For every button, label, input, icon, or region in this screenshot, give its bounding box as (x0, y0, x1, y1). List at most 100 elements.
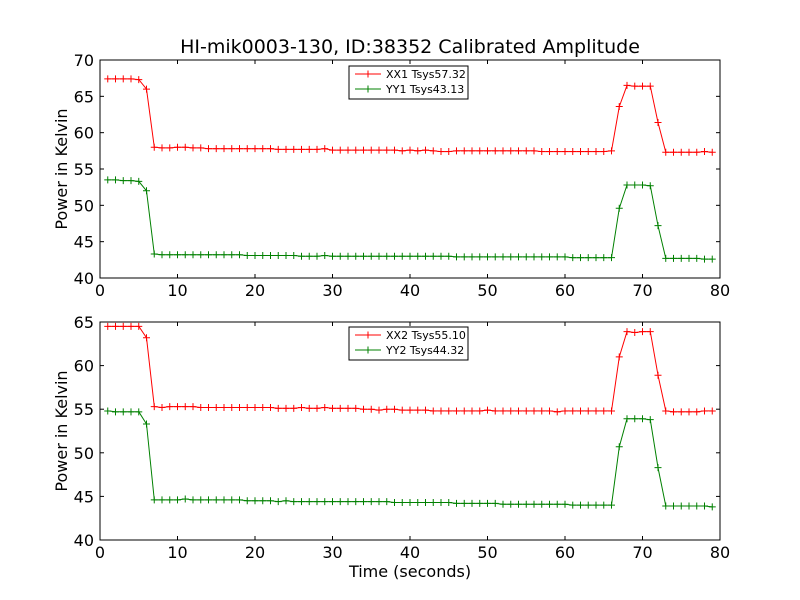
data-point (468, 407, 476, 415)
x-tick-label: 10 (167, 543, 187, 562)
y-tick-label: 50 (74, 196, 94, 215)
data-point (654, 371, 662, 379)
data-point (615, 103, 623, 111)
data-point (708, 503, 716, 511)
legend-marker (364, 70, 372, 78)
data-point (398, 406, 406, 414)
data-point (522, 407, 530, 415)
data-point (561, 148, 569, 156)
y-tick-label: 65 (74, 313, 94, 332)
data-point (212, 145, 220, 153)
data-point (608, 407, 615, 415)
data-point (274, 498, 282, 506)
data-point (437, 252, 445, 260)
data-point (290, 145, 298, 153)
data-point (112, 176, 119, 184)
y-tick-label: 40 (74, 269, 94, 288)
data-point (538, 253, 546, 261)
data-point (158, 496, 166, 504)
top-plot: 0 10 20 30 40 50 60 70 80 40 45 50 55 60 65 70 Power in … (52, 51, 730, 300)
data-point (553, 148, 561, 156)
data-point (336, 146, 344, 154)
data-point (646, 328, 654, 336)
series-line (107, 179, 713, 260)
x-tick-label: 70 (632, 281, 652, 300)
data-point (701, 255, 708, 263)
data-point (631, 82, 639, 90)
data-point (181, 495, 189, 503)
data-point (336, 498, 344, 506)
data-point (329, 404, 336, 412)
data-point (321, 145, 329, 153)
y-tick-label: 60 (74, 357, 94, 376)
data-point (383, 498, 391, 506)
data-point (623, 181, 631, 189)
data-point (259, 403, 267, 411)
data-point (577, 254, 584, 262)
x-tick-label: 80 (710, 281, 730, 300)
data-point (569, 254, 577, 262)
data-point (174, 496, 181, 504)
data-point (484, 499, 491, 507)
x-tick-label: 30 (322, 281, 342, 300)
data-point (453, 407, 460, 415)
data-point (158, 251, 166, 259)
data-point (398, 147, 406, 155)
data-point (677, 148, 685, 156)
data-point (530, 407, 538, 415)
data-point (608, 501, 615, 509)
data-point (468, 253, 476, 261)
data-point (530, 500, 538, 508)
data-point (569, 148, 577, 156)
data-point (274, 145, 282, 153)
data-point (654, 118, 662, 126)
x-tick-label: 30 (322, 543, 342, 562)
data-point (422, 252, 429, 260)
data-point (639, 328, 646, 336)
data-point (422, 406, 429, 414)
y-tick-label: 40 (74, 531, 94, 550)
data-point (414, 252, 422, 260)
data-point (569, 407, 577, 415)
data-point (445, 148, 453, 156)
x-tick-label: 60 (555, 543, 575, 562)
data-point (662, 148, 670, 156)
data-point (615, 443, 623, 451)
data-point (228, 145, 236, 153)
y-tick-label: 45 (74, 487, 94, 506)
data-point (646, 82, 654, 90)
data-point (468, 499, 476, 507)
data-point (360, 146, 367, 154)
data-point (569, 501, 577, 509)
data-point (639, 415, 646, 423)
data-point (577, 407, 584, 415)
data-point (685, 148, 693, 156)
data-point (584, 254, 592, 262)
data-point (375, 252, 383, 260)
legend-marker (364, 85, 372, 93)
data-point (212, 251, 220, 259)
data-point (654, 464, 662, 472)
data-point (631, 415, 639, 423)
data-point (119, 408, 127, 416)
data-point (584, 407, 592, 415)
data-point (615, 353, 623, 361)
data-point (135, 408, 143, 416)
data-point (119, 177, 127, 185)
data-point (600, 407, 608, 415)
data-point (174, 403, 181, 411)
data-point (220, 251, 228, 259)
legend-marker (364, 331, 372, 339)
x-tick-label: 70 (632, 543, 652, 562)
y-axis-label: Power in Kelvin (52, 108, 71, 229)
data-point (321, 251, 329, 259)
data-point (391, 252, 398, 260)
y-tick-label: 55 (74, 400, 94, 419)
data-point (615, 204, 623, 212)
data-point (329, 146, 336, 154)
data-point (298, 145, 305, 153)
data-point (592, 501, 600, 509)
data-point (499, 253, 507, 261)
data-point (460, 499, 468, 507)
